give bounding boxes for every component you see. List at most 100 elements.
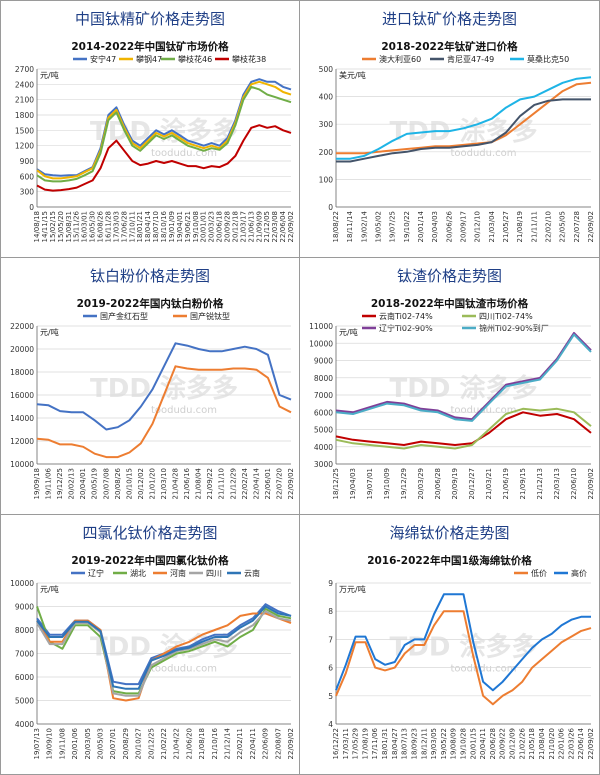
x-tick-label: 22/09/02 <box>287 211 295 242</box>
series-line <box>335 407 592 450</box>
chart-title: 2014-2022年中国钛矿市场价格 <box>71 40 229 53</box>
y-tick-label: 200 <box>319 148 334 157</box>
x-tick-label: 17/03/11 <box>342 728 350 759</box>
x-tick-label: 20/06/28 <box>489 728 497 759</box>
series-line <box>36 605 292 690</box>
series-line <box>335 331 592 421</box>
series-line <box>335 593 591 692</box>
series-line <box>336 98 591 163</box>
x-tick-label: 21/12/05 <box>263 211 271 242</box>
y-tick-label: 5000 <box>15 697 34 706</box>
x-tick-label: 21/06/19 <box>502 468 510 499</box>
y-tick-label: 12000 <box>10 437 34 446</box>
x-tick-label: 20/10/27 <box>135 728 143 759</box>
y-tick-label: 5000 <box>314 426 333 435</box>
legend-label: 莫桑比克50 <box>527 54 569 64</box>
x-tick-label: 18/04/14 <box>144 210 152 242</box>
x-tick-label: 21/10/20 <box>548 728 556 759</box>
panel-titanium-concentrate: 中国钛精矿价格走势图 2014-2022年中国钛矿市场价格 安宁47 攀钢47 攀枝花… <box>0 0 300 258</box>
x-tick-label: 19/04/03 <box>349 468 357 499</box>
panel-title: 中国钛精矿价格走势图 <box>74 10 225 28</box>
legend-label: 辽宁Ti02-90% <box>379 323 433 333</box>
legend-label: 云南Ti02-74% <box>379 311 433 321</box>
x-tick-label: 21/09/15 <box>519 468 527 499</box>
y-tick-label: 7000 <box>15 650 34 659</box>
x-tick-label: 20/06/28 <box>434 468 442 499</box>
legend-item: 国产金红石型 <box>83 311 148 321</box>
x-tick-label: 20/09/28 <box>224 211 232 242</box>
legend-item: 肯尼亚47-49 <box>430 54 494 64</box>
panel-titanium-slag: 钛渣价格走势图 2018-2022年中国钛渣市场价格 云南Ti02-74% 四川Ti… <box>299 257 600 515</box>
x-tick-label: 22/06/04 <box>279 210 287 242</box>
y-tick-label: 3000 <box>314 460 333 469</box>
chart-title: 2019-2022年国内钛白粉价格 <box>77 297 224 310</box>
x-tick-label: 19/12/29 <box>400 468 408 499</box>
x-tick-label: 14/11/15 <box>41 211 49 242</box>
chart-title: 2018-2022年中国钛渣市场价格 <box>371 297 529 310</box>
series-line <box>335 411 592 446</box>
y-axis-label: 万元/吨 <box>339 584 366 594</box>
x-tick-label: 20/12/02 <box>137 468 145 499</box>
y-tick-label: 10000 <box>10 460 34 469</box>
y-tick-label: 300 <box>319 120 334 129</box>
x-tick-label: 21/05/27 <box>502 211 510 242</box>
legend-item: 云南Ti02-74% <box>362 311 433 321</box>
panel-titanium-sponge: 海绵钛价格走势图 2016-2022年中国1级海绵钛价格 低价 高价 万元/吨 TDD … <box>299 514 600 775</box>
watermark-logo: TDD 涂多多 <box>390 116 538 147</box>
x-tick-label: 19/10/08 <box>192 211 200 242</box>
panel-titanium-tetrachloride: 四氯化钛价格走势图 2019-2022年中国四氯化钛价格 辽宁 湖北 河南 四川 云南 元/… <box>0 514 300 775</box>
x-tick-label: 15/02/15 <box>49 211 57 242</box>
panel-title: 钛白粉价格走势图 <box>89 267 210 285</box>
watermark-logo: TDD 涂多多 <box>90 116 238 147</box>
y-tick-label: 10000 <box>309 339 333 348</box>
legend-label: 攀枝花46 <box>178 54 212 64</box>
x-tick-label: 17/11/06 <box>371 727 379 759</box>
x-tick-label: 22/09/02 <box>287 468 295 499</box>
x-tick-label: 22/09/02 <box>587 468 595 499</box>
y-tick-label: 900 <box>20 157 35 166</box>
chart-title: 2018-2022年钛矿进口价格 <box>381 40 518 53</box>
y-tick-label: 0 <box>29 203 34 212</box>
x-tick-label: 21/02/26 <box>518 727 526 759</box>
legend-item: 辽宁 <box>71 568 104 578</box>
y-tick-label: 500 <box>319 65 334 74</box>
x-tick-label: 20/12/25 <box>147 728 155 759</box>
x-tick-label: 21/10/16 <box>211 727 219 759</box>
y-tick-label: 18000 <box>10 368 34 377</box>
x-tick-label: 19/12/25 <box>56 468 64 499</box>
y-tick-label: 6 <box>328 664 333 673</box>
legend-label: 云南 <box>244 568 260 578</box>
legend-item: 攀钢47 <box>119 54 162 64</box>
legend-label: 高价 <box>571 568 587 578</box>
x-tick-label: 19/11/08 <box>58 728 66 759</box>
x-tick-label: 15/11/26 <box>73 210 81 242</box>
x-tick-label: 21/09/22 <box>206 468 214 499</box>
x-tick-label: 21/08/18 <box>198 728 206 759</box>
x-tick-label: 22/02/24 <box>241 467 249 499</box>
legend-item: 高价 <box>554 568 587 578</box>
x-tick-label: 21/09/09 <box>255 211 263 242</box>
chart-title: 2016-2022年中国1级海绵钛价格 <box>367 554 532 567</box>
x-tick-label: 17/10/11 <box>128 211 136 242</box>
x-tick-label: 21/03/17 <box>239 211 247 242</box>
x-tick-label: 18/07/13 <box>401 728 409 759</box>
x-tick-label: 20/03/29 <box>417 468 425 499</box>
x-tick-label: 20/06/18 <box>216 211 224 242</box>
x-tick-label: 21/04/22 <box>173 728 181 759</box>
series-line <box>36 365 292 459</box>
x-tick-label: 18/01/31 <box>381 728 389 759</box>
x-tick-label: 19/07/13 <box>33 728 41 759</box>
y-tick-label: 8 <box>328 607 333 616</box>
series-line <box>36 610 292 697</box>
x-tick-label: 19/02/14 <box>360 210 368 242</box>
x-tick-label: 19/06/21 <box>184 211 192 242</box>
x-tick-label: 22/04/14 <box>252 467 260 499</box>
y-tick-label: 1800 <box>15 111 34 120</box>
y-tick-label: 6000 <box>314 408 333 417</box>
x-tick-label: 22/03/13 <box>553 468 561 499</box>
y-tick-label: 8000 <box>314 374 333 383</box>
y-axis-label: 元/吨 <box>40 327 59 337</box>
